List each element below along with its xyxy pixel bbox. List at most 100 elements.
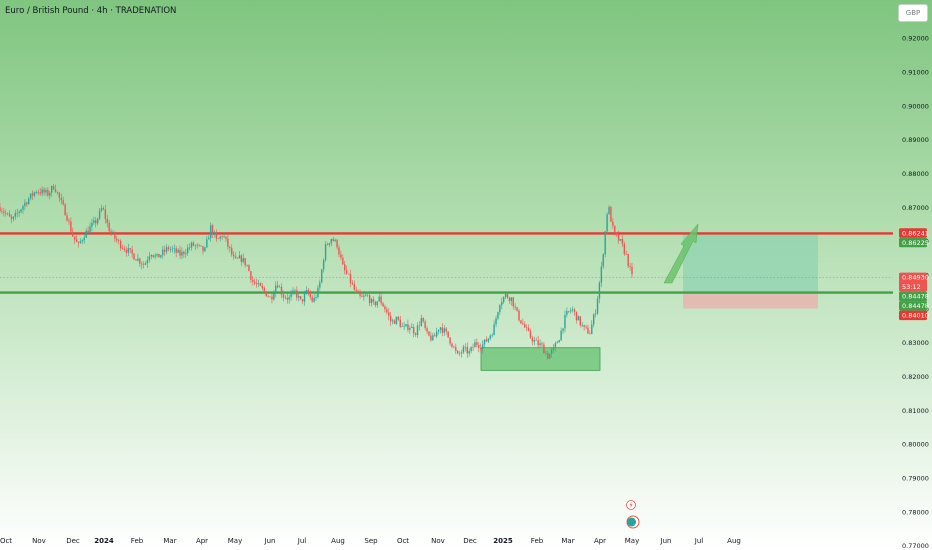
candle [10,214,13,224]
candle-body [148,256,151,261]
candle-body [460,352,463,354]
candle-body [445,328,447,332]
candle [206,236,208,249]
candle-body [301,299,304,302]
candle-body [49,192,51,196]
candle-body [204,247,206,252]
candle [238,250,241,259]
candle-body [619,239,622,241]
price-label-bg [899,272,927,292]
candle [108,219,110,232]
candle-body [311,297,313,302]
candle [56,191,59,195]
candle-body [6,213,9,215]
candle-body [598,282,601,299]
candle-body [131,249,133,254]
candle [244,257,246,268]
candle [77,241,80,248]
y-tick-label: 0.80000 [902,441,929,449]
candle [409,325,411,334]
plot-area[interactable] [0,184,893,371]
candle-body [347,273,350,275]
candle [460,349,463,358]
candle [497,311,499,321]
candle [110,228,112,236]
candle [340,250,342,261]
candle [455,343,457,355]
candle [43,187,45,196]
candle [123,245,126,253]
candle-body [77,242,80,243]
candle [204,246,206,253]
candle-body [20,209,22,212]
candle-body [568,311,570,312]
candle-body [474,342,476,348]
candle [414,332,417,337]
candle-body [229,246,231,249]
candle-body [529,330,532,338]
candle-body [527,327,530,331]
currency-button[interactable]: GBP [898,4,928,22]
candle [334,238,336,243]
candle [606,212,608,235]
time-axis[interactable]: Oct Nov Dec 2024 Feb Mar Apr May Jun Jul Aug Sep Oct… [0,537,741,545]
candle-body [217,238,220,240]
candle [165,244,168,255]
candle-body [133,253,135,260]
event-icons[interactable] [626,500,640,529]
candle [112,229,114,234]
earnings-icon-inner [627,517,636,527]
candle-body [395,316,398,324]
candle [587,324,589,335]
candle [621,235,624,247]
candle-body [137,258,139,261]
candle [75,234,78,243]
candle [575,311,578,324]
candle [18,210,20,217]
candle [418,321,421,331]
candle [28,196,30,206]
candle-body [449,337,451,344]
candle-body [192,242,195,246]
candle [286,293,288,304]
candle-body [411,326,413,329]
candle [393,319,396,324]
candle [315,294,317,301]
x-tick-label: Nov [431,537,445,545]
candle-body [594,313,597,315]
x-tick-label: Mar [163,537,176,545]
candle-body [512,297,514,307]
candle [420,314,423,327]
candle [198,244,200,247]
candle-body [79,241,82,243]
candle-body [14,213,17,217]
candle-body [45,189,47,193]
candle-body [261,285,264,289]
stop-zone [683,292,818,309]
candle-body [121,248,124,249]
candle [493,320,495,336]
candle-body [441,327,444,333]
candle [188,243,191,251]
candle-body [296,290,298,298]
candle-body [56,191,59,193]
x-tick-label: Jul [297,537,307,545]
candle [305,286,308,295]
candle [129,248,131,254]
candle [186,244,189,256]
y-tick-label: 0.90000 [902,102,929,110]
candle [615,232,618,237]
candle [424,319,426,331]
candle-body [24,202,26,207]
candle [211,223,214,239]
candle [451,342,453,349]
candle [96,217,99,226]
candle [12,216,15,222]
candle [158,253,160,258]
candle-body [275,285,277,294]
x-tick-label: Dec [66,537,80,545]
candle [480,343,482,353]
candle [114,231,116,242]
candle [70,217,72,233]
